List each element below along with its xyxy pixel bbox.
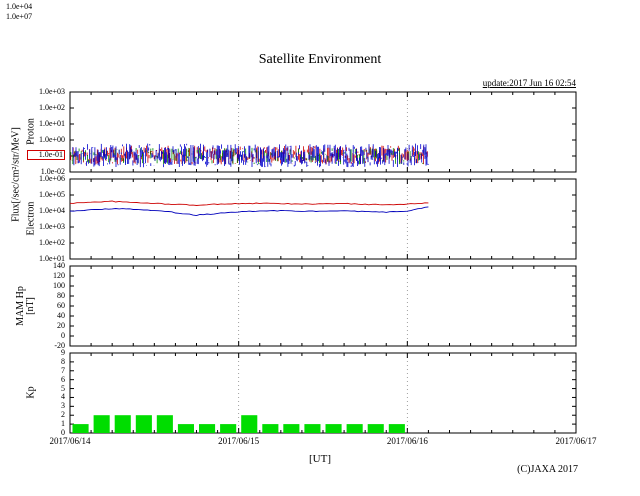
y-tick-label: 2 xyxy=(61,410,65,420)
y-tick-label: 100 xyxy=(53,281,65,290)
y-tick-label: 120 xyxy=(53,271,65,280)
y-tick-label: 1.0e+03 xyxy=(38,87,65,96)
y-tick-label: 1.0e+04 xyxy=(38,206,65,215)
y-tick-label: 60 xyxy=(57,301,65,310)
y-tick-label: 0 xyxy=(61,428,65,437)
x-tick-label: 2017/06/15 xyxy=(218,436,260,446)
y-tick-label: 4 xyxy=(61,392,65,402)
page-title: Satellite Environment xyxy=(258,52,382,67)
y-tick-label: 6 xyxy=(61,374,65,384)
y-tick-label: 1.0e+02 xyxy=(38,103,65,112)
copyright-label: (C)JAXA 2017 xyxy=(517,464,578,475)
stray-label-top-1: 1.0e+04 xyxy=(6,2,33,11)
y-tick-label: 140 xyxy=(53,261,65,270)
x-tick-label: 2017/06/16 xyxy=(386,436,428,446)
y-tick-label: 1 xyxy=(61,419,65,429)
x-tick-label: 2017/06/14 xyxy=(49,436,91,446)
update-timestamp: update:2017 Jun 16 02:54 xyxy=(482,78,576,88)
y-tick-label: 7 xyxy=(61,365,65,375)
stray-label-top-2: 1.0e+07 xyxy=(6,12,33,21)
y-tick-label: 1.0e-01 xyxy=(27,150,65,160)
y-tick-label: 20 xyxy=(57,321,65,330)
y-tick-label: 40 xyxy=(57,311,65,320)
y-tick-label: 1.0e+03 xyxy=(38,222,65,231)
y-tick-label: 1.0e-02 xyxy=(40,167,65,176)
y-tick-label: 9 xyxy=(61,348,65,357)
y-tick-label: 1.0e+06 xyxy=(38,174,65,183)
y-tick-label: 8 xyxy=(61,356,65,366)
y-tick-label: 80 xyxy=(57,291,65,300)
y-tick-label: 1.0e+01 xyxy=(38,254,65,263)
y-tick-label: -20 xyxy=(54,341,65,350)
ut-axis-label: [UT] xyxy=(309,453,331,465)
y-tick-label: 5 xyxy=(61,383,65,393)
y-tick-label: 1.0e+05 xyxy=(38,190,65,199)
y-tick-label: 0 xyxy=(61,331,65,340)
y-tick-label: 1.0e+01 xyxy=(38,119,65,128)
y-tick-label: 1.0e+02 xyxy=(38,238,65,247)
y-tick-label: 3 xyxy=(61,401,65,411)
y-tick-label: 1.0e+00 xyxy=(38,135,65,144)
x-tick-label: 2017/06/17 xyxy=(555,436,597,446)
